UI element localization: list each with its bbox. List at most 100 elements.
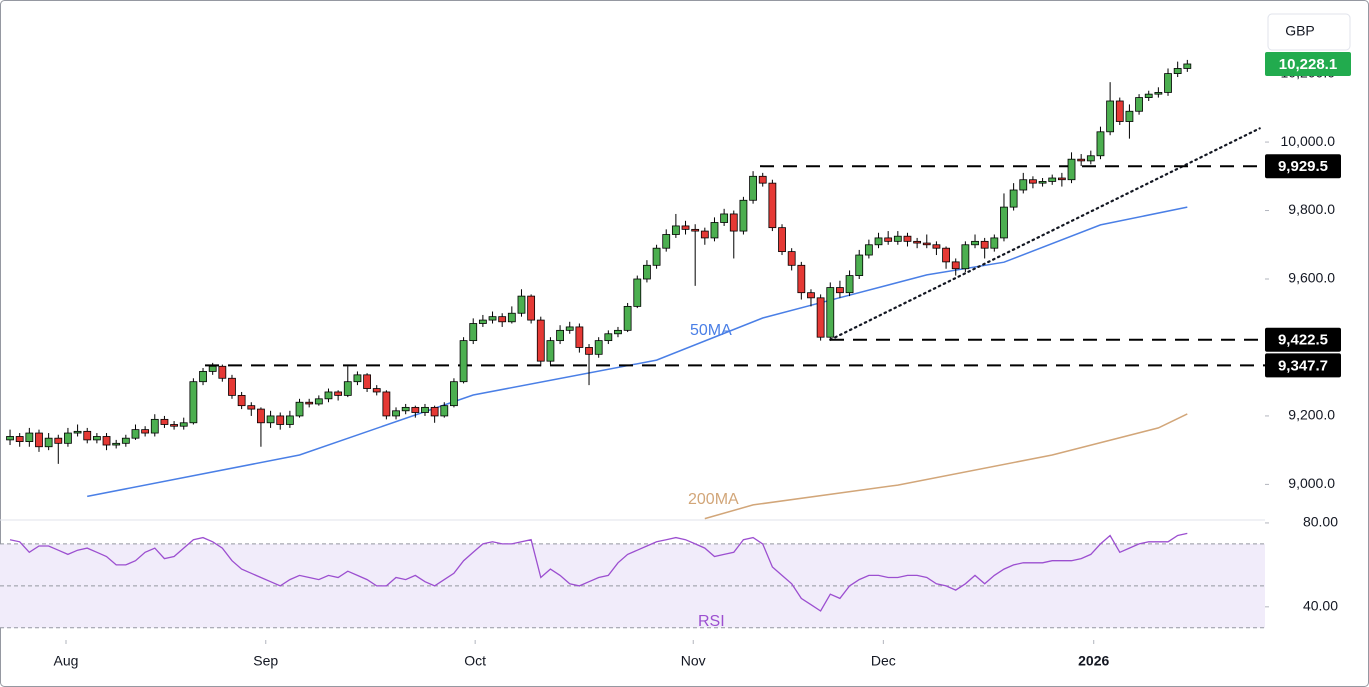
y-tick-label: 9,600.0 (1288, 270, 1335, 286)
candle-body (392, 410, 400, 417)
candle-body (797, 264, 806, 294)
candle-body (681, 225, 690, 230)
candle-body (92, 436, 101, 441)
candle-body (1009, 189, 1018, 208)
candle-body (1115, 100, 1124, 122)
candle-body (121, 437, 130, 444)
candle-body (836, 287, 844, 294)
last-price-label: 10,228.1 (1279, 56, 1337, 73)
candle-body (450, 381, 458, 407)
candle-body (855, 254, 864, 276)
candle-body (131, 429, 140, 439)
candle-body (170, 424, 178, 427)
candle-body (35, 432, 43, 448)
candle-body (83, 430, 92, 441)
candle-body (662, 234, 671, 249)
candle-body (160, 418, 169, 425)
candle-body (1164, 73, 1172, 93)
candle-body (372, 388, 381, 393)
candle-body (527, 295, 536, 321)
candle-body (990, 237, 999, 249)
candle-body (228, 377, 236, 396)
candle-body (565, 326, 574, 331)
ma50-label: 50MA (690, 322, 732, 339)
candle-body (469, 323, 478, 342)
candle-body (546, 340, 555, 362)
y-tick-label: 9,000.0 (1288, 475, 1335, 491)
candle-body (517, 295, 526, 314)
candle-body (922, 242, 931, 246)
candle-body (961, 244, 970, 270)
candle-body (614, 329, 622, 335)
y-tick-label: 9,800.0 (1288, 201, 1335, 217)
candle-body (257, 408, 265, 424)
candle-body (623, 305, 632, 331)
candle-body (585, 347, 593, 355)
candle-body (884, 237, 893, 242)
candle-body (903, 235, 912, 242)
candle-body (25, 432, 34, 443)
candle-body (1000, 206, 1008, 239)
candle-body (575, 326, 584, 348)
candle-body (102, 436, 111, 446)
candle-body (845, 275, 854, 294)
candle-body (141, 429, 150, 434)
candle-body (980, 240, 989, 249)
x-tick-label: Dec (871, 653, 896, 669)
candle-body (478, 319, 487, 324)
candle-body (382, 391, 391, 417)
candle-body (1057, 177, 1066, 181)
moving-average (704, 413, 1188, 520)
candle-body (6, 436, 14, 441)
candle-body (430, 406, 439, 417)
candle-body (295, 401, 304, 417)
candle-body (691, 228, 700, 232)
candle-body (150, 418, 159, 434)
candle-body (604, 333, 613, 342)
moving-average (87, 206, 1188, 498)
candle-body (700, 230, 709, 239)
candle-body (73, 430, 82, 434)
candle-body (536, 319, 545, 362)
ma200-label: 200MA (688, 491, 739, 508)
candle-body (421, 406, 429, 413)
candle-body (54, 437, 63, 444)
candle-body (864, 244, 873, 256)
candle-body (218, 365, 227, 379)
candle-body (1038, 181, 1047, 184)
candle-body (276, 415, 285, 425)
level-box (1265, 353, 1341, 378)
candle-body (758, 175, 767, 184)
currency-box[interactable] (1267, 13, 1351, 51)
candle-body (951, 261, 960, 270)
candle-body (1096, 131, 1105, 157)
candle-body (112, 442, 121, 446)
candle-body (874, 237, 883, 246)
candle-body (816, 297, 825, 338)
candle-body (729, 213, 738, 232)
candle-body (893, 235, 902, 242)
candle-body (826, 287, 835, 338)
candle-body (1173, 68, 1182, 75)
candle-body (208, 365, 217, 372)
candle-body (199, 371, 207, 383)
price-panel (6, 59, 1265, 520)
level-label: 9,347.7 (1278, 357, 1328, 374)
candle-body (1019, 179, 1028, 191)
candle-body (720, 213, 729, 223)
candle-body (739, 199, 748, 232)
candle-body (179, 422, 188, 427)
candle-body (556, 329, 564, 342)
candle-body (1125, 110, 1134, 122)
last-price-box (1265, 51, 1351, 76)
rsi-panel (0, 532, 1265, 629)
level-label: 9,422.5 (1278, 332, 1328, 349)
rsi-label: RSI (698, 613, 725, 630)
candle-body (305, 401, 314, 405)
candle-body (507, 312, 516, 323)
candle-body (334, 391, 343, 396)
x-tick-label: Sep (253, 653, 278, 669)
currency[interactable]: GBP (1285, 23, 1315, 39)
candle-body (440, 405, 449, 417)
rsi-tick-label: 40.00 (1303, 598, 1338, 614)
